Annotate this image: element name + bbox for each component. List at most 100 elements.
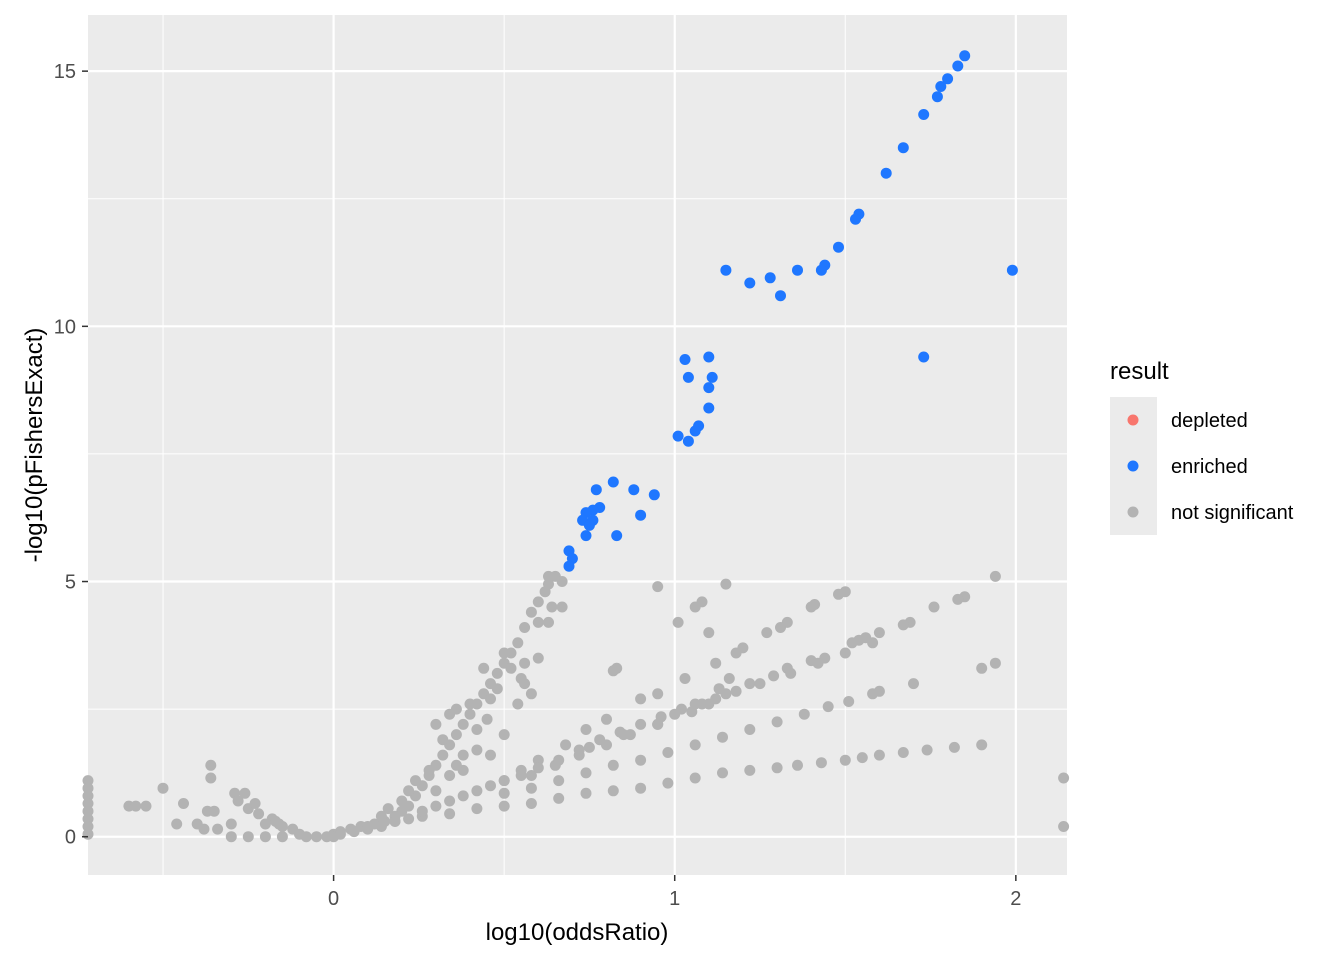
data-point bbox=[525, 606, 537, 618]
data-point bbox=[744, 764, 756, 776]
data-point bbox=[679, 673, 691, 684]
data-point bbox=[880, 167, 892, 179]
data-point bbox=[1006, 264, 1018, 276]
data-point bbox=[287, 823, 299, 835]
data-point bbox=[672, 616, 684, 628]
data-point bbox=[635, 782, 647, 794]
data-point bbox=[635, 718, 647, 730]
data-point bbox=[580, 530, 592, 542]
data-point bbox=[682, 371, 694, 383]
legend-key bbox=[1127, 460, 1139, 472]
data-point bbox=[375, 810, 387, 822]
data-point bbox=[560, 739, 572, 751]
data-point bbox=[563, 560, 575, 572]
data-point bbox=[771, 716, 783, 728]
data-point bbox=[450, 703, 462, 715]
data-point bbox=[389, 815, 401, 827]
data-point bbox=[423, 764, 435, 776]
data-point bbox=[959, 50, 971, 62]
data-point bbox=[403, 785, 415, 797]
data-point bbox=[676, 703, 687, 715]
data-point bbox=[573, 744, 585, 756]
data-point bbox=[689, 739, 701, 751]
data-point bbox=[686, 706, 698, 718]
data-point bbox=[556, 576, 568, 587]
data-point bbox=[82, 782, 94, 794]
data-point bbox=[444, 770, 456, 781]
data-point bbox=[833, 588, 844, 600]
data-point bbox=[839, 754, 851, 766]
legend-title: result bbox=[1110, 358, 1169, 385]
data-point bbox=[873, 627, 885, 639]
data-point bbox=[989, 657, 1001, 669]
data-point bbox=[583, 519, 595, 531]
data-point bbox=[662, 777, 674, 789]
data-point bbox=[918, 351, 930, 363]
data-point bbox=[225, 818, 237, 830]
legend-label: enriched bbox=[1171, 456, 1248, 478]
data-point bbox=[491, 667, 503, 679]
data-point bbox=[491, 683, 503, 695]
data-point bbox=[635, 509, 647, 521]
data-point bbox=[348, 826, 360, 838]
data-point bbox=[850, 213, 861, 225]
data-point bbox=[897, 747, 909, 758]
data-point bbox=[812, 657, 824, 669]
data-point bbox=[208, 805, 220, 817]
data-point bbox=[430, 718, 442, 730]
data-point bbox=[553, 792, 565, 804]
data-point bbox=[553, 775, 565, 787]
data-point bbox=[450, 729, 462, 741]
data-point bbox=[744, 724, 756, 735]
data-point bbox=[976, 662, 988, 674]
data-point bbox=[744, 678, 756, 690]
data-point bbox=[525, 798, 537, 809]
data-point bbox=[607, 476, 619, 488]
data-point bbox=[525, 782, 537, 794]
data-point bbox=[485, 749, 496, 761]
data-point bbox=[720, 264, 732, 276]
data-point bbox=[652, 581, 664, 593]
data-point bbox=[321, 831, 333, 843]
data-point bbox=[635, 693, 647, 705]
minor-grid bbox=[88, 15, 1067, 875]
data-point bbox=[82, 813, 94, 825]
data-point bbox=[839, 647, 851, 659]
data-point bbox=[703, 627, 715, 639]
data-point bbox=[611, 530, 623, 542]
data-point bbox=[815, 264, 827, 276]
data-point bbox=[580, 787, 592, 799]
x-tick-label: 2 bbox=[1010, 888, 1021, 910]
data-point bbox=[717, 767, 728, 779]
data-point bbox=[532, 596, 544, 608]
data-point bbox=[242, 831, 254, 843]
data-point bbox=[519, 622, 531, 633]
data-point bbox=[82, 775, 94, 787]
data-point bbox=[761, 627, 773, 639]
y-axis-title: -log10(pFishersExact) bbox=[21, 328, 48, 563]
data-point bbox=[82, 798, 94, 809]
data-point bbox=[471, 803, 483, 815]
data-point bbox=[989, 570, 1001, 582]
data-point bbox=[792, 264, 803, 276]
data-point bbox=[410, 775, 421, 787]
data-point bbox=[583, 741, 595, 753]
data-point bbox=[457, 718, 469, 730]
data-point bbox=[543, 616, 554, 628]
data-point bbox=[450, 759, 462, 771]
data-point bbox=[682, 435, 694, 447]
data-point bbox=[556, 601, 568, 613]
data-point bbox=[614, 726, 626, 738]
data-point bbox=[130, 800, 142, 812]
data-point bbox=[82, 790, 94, 802]
data-point bbox=[648, 489, 660, 501]
data-point bbox=[976, 739, 988, 751]
data-point bbox=[867, 688, 879, 700]
plot-panel bbox=[88, 15, 1067, 875]
data-points bbox=[82, 50, 1070, 843]
data-point bbox=[82, 821, 94, 832]
major-grid bbox=[88, 15, 1067, 875]
data-point bbox=[897, 142, 909, 154]
data-point bbox=[444, 795, 456, 807]
